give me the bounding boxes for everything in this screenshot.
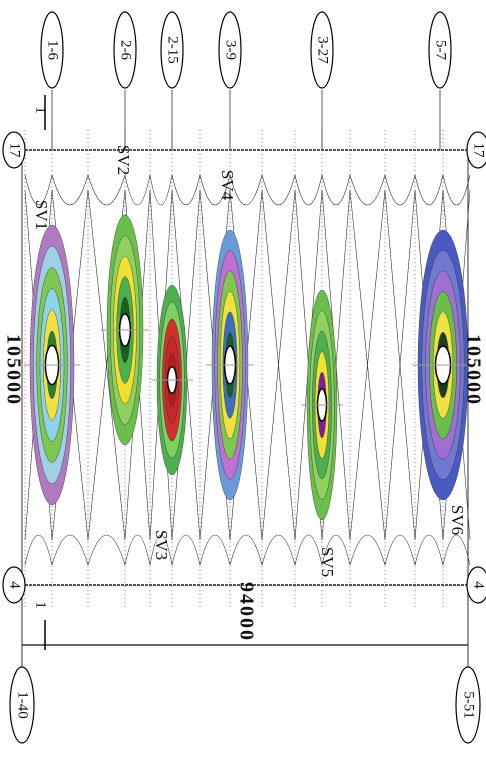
row-label: 17 [7, 143, 23, 159]
scallop [200, 535, 230, 565]
scallop [350, 535, 385, 565]
section-mark: 1 [33, 601, 49, 609]
column-label: 3-27 [315, 36, 331, 64]
scallop [415, 175, 443, 205]
scallop [385, 535, 415, 565]
scallop [350, 175, 385, 205]
dimension-label: 94000 [235, 582, 257, 642]
column-label: 2-6 [118, 40, 134, 60]
column-label: 5-7 [433, 40, 449, 60]
dimension-label: 105000 [462, 334, 484, 406]
scallop [52, 535, 88, 565]
scallop [125, 535, 150, 565]
scallop [172, 175, 200, 205]
member-label: SV3 [152, 530, 171, 560]
scallop [125, 175, 150, 205]
dimension-label: 105000 [2, 334, 24, 406]
scallop [230, 535, 262, 565]
scallop [88, 175, 125, 205]
column-label: 2-15 [165, 36, 181, 64]
column-label: 3-9 [223, 40, 239, 60]
column-label: 5-51 [461, 691, 477, 719]
scallop [295, 175, 322, 205]
section-mark: 1 [33, 106, 49, 114]
scallop [295, 535, 322, 565]
scallop [52, 175, 88, 205]
scallop [322, 175, 350, 205]
member-label: SV6 [448, 505, 467, 535]
row-label: 4 [7, 581, 23, 589]
scallop [262, 535, 295, 565]
row-label: 17 [471, 143, 486, 159]
member-label: SV2 [114, 145, 133, 175]
scallop [443, 175, 470, 205]
column-label: 1-40 [15, 691, 31, 719]
scallop [415, 535, 443, 565]
scallop [262, 175, 295, 205]
scallop [25, 535, 52, 565]
row-label: 4 [471, 581, 486, 589]
scallop [385, 175, 415, 205]
contour-plots [24, 215, 474, 520]
column-label: 1-6 [45, 40, 61, 60]
member-label: SV5 [318, 547, 337, 577]
scallop [172, 535, 200, 565]
member-label: SV1 [32, 200, 51, 230]
scallop [150, 175, 172, 205]
scallop [443, 535, 470, 565]
scallop [88, 535, 125, 565]
drawing: 1-6 2-6 2-15 3-9 3-27 5-7 1-40 5-51 17 17 4 4 1 1 SV1 S… [0, 0, 486, 766]
member-label: SV4 [218, 170, 237, 201]
